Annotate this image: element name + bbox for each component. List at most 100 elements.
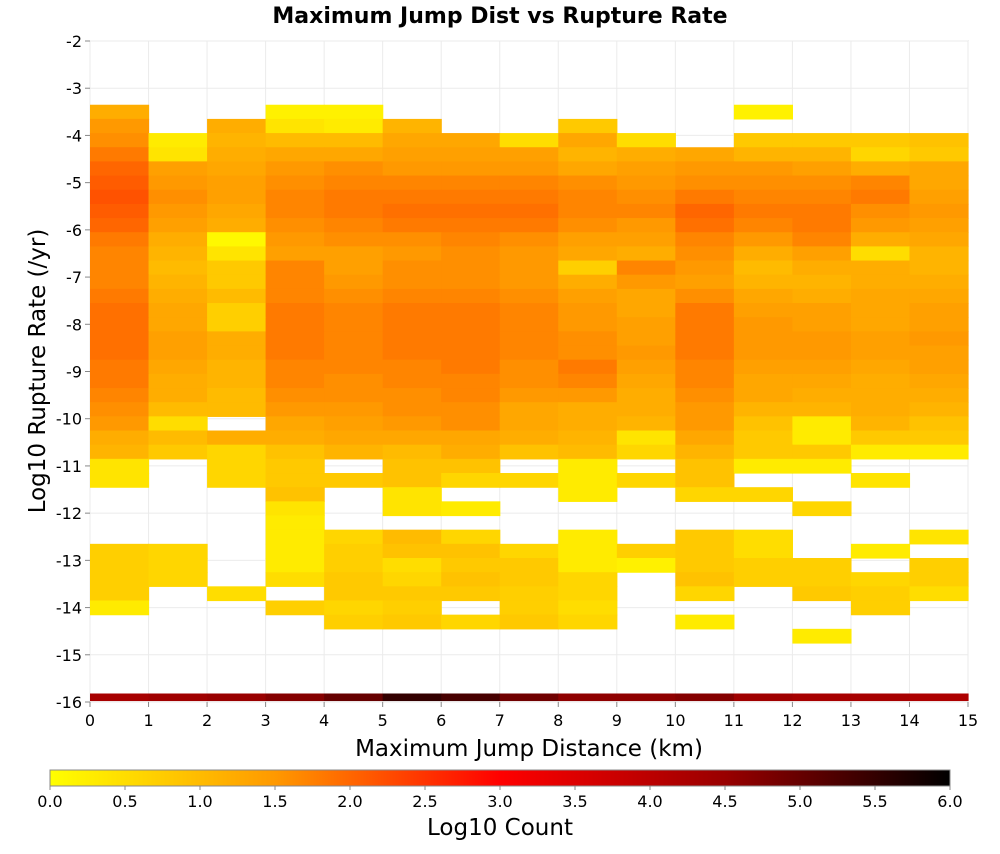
heatmap-cell (616, 444, 676, 460)
heatmap-cell (382, 147, 442, 162)
heatmap-cell (499, 288, 559, 304)
heatmap-cell (792, 359, 852, 375)
heatmap-cell (324, 529, 384, 545)
heatmap-cell (792, 416, 852, 432)
heatmap-cell (675, 303, 735, 318)
y-tick-label: -6 (66, 221, 82, 240)
heatmap-cell (382, 501, 442, 517)
heatmap-cell (850, 288, 911, 304)
heatmap-cell (792, 458, 852, 474)
heatmap-cell (792, 274, 852, 290)
heatmap-cell (558, 388, 618, 403)
y-tick-label: -16 (56, 693, 82, 712)
heatmap-cell (733, 246, 793, 262)
heatmap-cell (265, 416, 325, 432)
heatmap-cell (558, 246, 618, 262)
heatmap-cell (733, 373, 793, 389)
heatmap-cell (90, 557, 150, 573)
heatmap-cell (382, 557, 442, 573)
heatmap-cell (441, 317, 501, 332)
heatmap-cell (90, 373, 150, 389)
heatmap-cell (909, 317, 969, 332)
heatmap-cell (733, 444, 793, 460)
heatmap-cell (207, 203, 267, 219)
heatmap-cell (90, 246, 150, 262)
heatmap-cell (90, 473, 150, 488)
heatmap-cell (616, 416, 676, 432)
heatmap-cell (909, 430, 969, 446)
heatmap-cell (792, 345, 852, 361)
heatmap-cell (733, 232, 793, 247)
heatmap-cell (675, 473, 735, 488)
heatmap-cell (558, 359, 618, 375)
heatmap-cell (207, 218, 267, 233)
heatmap-cell (675, 614, 735, 630)
y-tick-label: -2 (66, 32, 82, 51)
heatmap-cell (616, 288, 676, 304)
heatmap-cell (558, 161, 618, 177)
heatmap-cell (265, 430, 325, 446)
heatmap-cell (148, 402, 208, 417)
heatmap-cell (499, 543, 559, 559)
heatmap-cell (733, 317, 793, 332)
heatmap-cell (90, 218, 150, 233)
heatmap-cell (558, 487, 618, 502)
heatmap-cell (382, 402, 442, 417)
y-tick-label: -11 (56, 457, 82, 476)
heatmap-cell (207, 246, 267, 262)
heatmap-cell (265, 458, 325, 474)
heatmap-cell (499, 614, 559, 630)
heatmap-cell (558, 260, 618, 276)
heatmap-cell (792, 133, 852, 148)
heatmap-cell (265, 118, 325, 134)
colorbar-tick-label: 1.0 (187, 792, 212, 811)
heatmap-cell-bottom (148, 693, 208, 702)
heatmap-cell (324, 118, 384, 134)
x-tick-label: 13 (841, 711, 861, 730)
heatmap-cell (499, 416, 559, 432)
x-tick-label: 11 (724, 711, 744, 730)
heatmap-cell (909, 133, 969, 148)
heatmap-cell (265, 529, 325, 545)
heatmap-cell (324, 331, 384, 347)
heatmap-cell (265, 246, 325, 262)
heatmap-cell (499, 161, 559, 177)
heatmap-cell (90, 317, 150, 332)
heatmap-cell (499, 317, 559, 332)
heatmap-cell (265, 232, 325, 247)
heatmap-cell-bottom (792, 693, 852, 702)
heatmap-cell (792, 203, 852, 219)
heatmap-cell (441, 473, 501, 488)
heatmap-cell (324, 444, 384, 460)
heatmap-cell (792, 444, 852, 460)
heatmap-cell (265, 331, 325, 347)
heatmap-cell (792, 189, 852, 205)
heatmap-cell (675, 557, 735, 573)
heatmap-cell (616, 373, 676, 389)
heatmap-cell (616, 303, 676, 318)
heatmap-cell (441, 288, 501, 304)
heatmap-cell (792, 260, 852, 276)
heatmap-cell (558, 572, 618, 587)
heatmap-cell (382, 444, 442, 460)
heatmap-cell (382, 430, 442, 446)
heatmap-cell (675, 203, 735, 219)
heatmap-cell (558, 288, 618, 304)
heatmap-cell (733, 458, 793, 474)
heatmap-cell (90, 600, 150, 616)
heatmap-cell (207, 232, 267, 247)
heatmap-cell (616, 557, 676, 573)
heatmap-cell (499, 232, 559, 247)
heatmap-cell (90, 232, 150, 247)
heatmap-cell (909, 572, 969, 587)
heatmap-cell (499, 444, 559, 460)
heatmap-cell (148, 416, 208, 432)
heatmap-cell (265, 345, 325, 361)
heatmap-cell (733, 487, 793, 502)
heatmap-cell (850, 274, 911, 290)
heatmap-cell (441, 416, 501, 432)
heatmap-cell (90, 161, 150, 177)
heatmap-cell (441, 189, 501, 205)
heatmap-cell (324, 133, 384, 148)
